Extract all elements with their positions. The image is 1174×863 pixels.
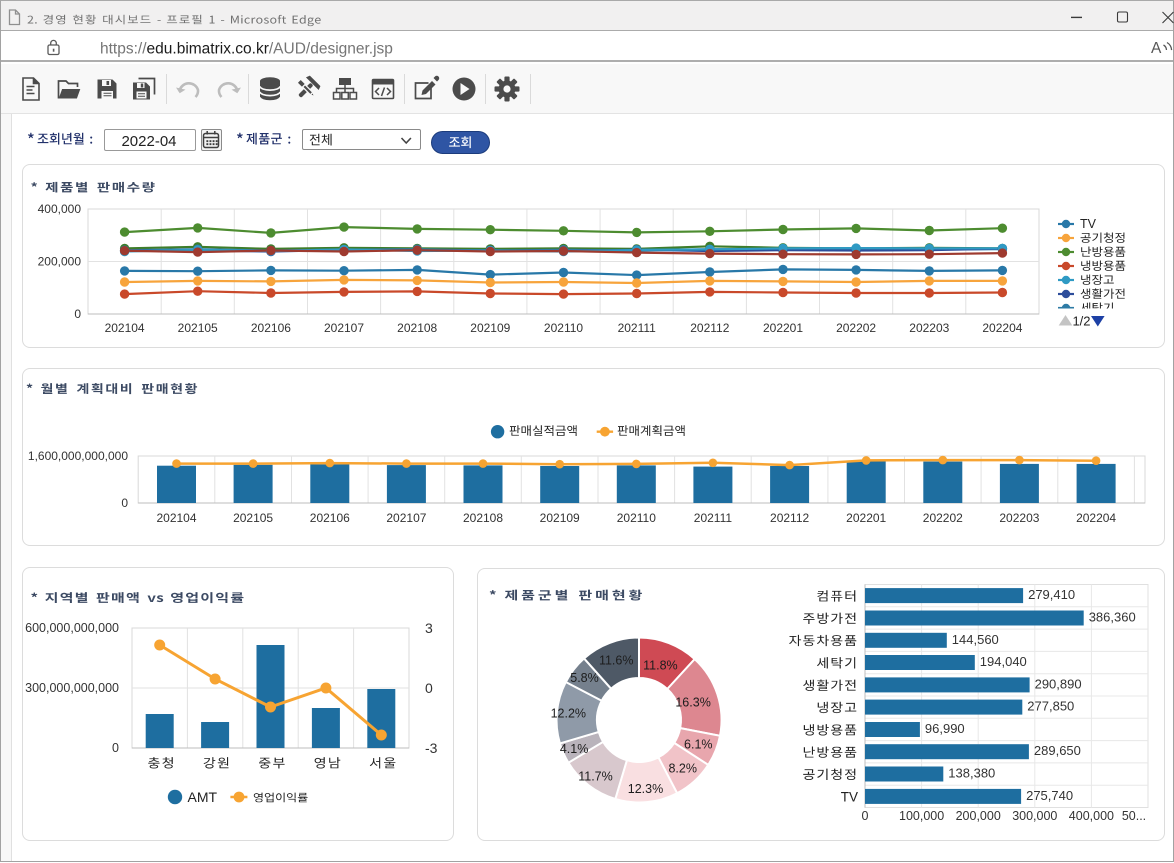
- svg-text:202202: 202202: [836, 321, 876, 335]
- svg-text:202112: 202112: [770, 511, 809, 525]
- svg-text:202110: 202110: [617, 511, 656, 525]
- svg-text:1,600,000,000,000: 1,600,000,000,000: [28, 449, 128, 463]
- svg-text:202110: 202110: [544, 321, 583, 335]
- svg-text:5.8%: 5.8%: [570, 671, 599, 685]
- svg-text:202109: 202109: [540, 511, 580, 525]
- svg-text:4.1%: 4.1%: [560, 742, 589, 756]
- svg-text:100,000: 100,000: [899, 809, 944, 823]
- svg-text:0: 0: [862, 809, 869, 823]
- svg-text:300,000,000,000: 300,000,000,000: [25, 681, 119, 695]
- svg-text:202107: 202107: [324, 321, 364, 335]
- svg-text:202111: 202111: [618, 321, 657, 335]
- svg-text:386,360: 386,360: [1089, 610, 1136, 625]
- svg-text:8.2%: 8.2%: [668, 762, 697, 776]
- svg-text:2022-04: 2022-04: [121, 133, 176, 150]
- svg-text:TV: TV: [1080, 217, 1097, 231]
- svg-text:TV: TV: [841, 789, 858, 804]
- svg-text:202202: 202202: [923, 511, 963, 525]
- svg-text:0: 0: [74, 307, 81, 321]
- svg-text:400,000: 400,000: [1069, 809, 1114, 823]
- svg-text:202112: 202112: [690, 321, 729, 335]
- svg-text:https://edu.bimatrix.co.kr/AUD: https://edu.bimatrix.co.kr/AUD/designer.…: [100, 41, 393, 58]
- svg-text:202111: 202111: [694, 511, 733, 525]
- svg-text:0: 0: [425, 680, 433, 696]
- svg-text:11.7%: 11.7%: [578, 770, 613, 784]
- svg-text:202203: 202203: [999, 511, 1039, 525]
- svg-text:-3: -3: [425, 740, 438, 756]
- svg-text:0: 0: [121, 496, 128, 510]
- svg-text:400,000: 400,000: [38, 202, 82, 216]
- svg-text:11.6%: 11.6%: [599, 654, 634, 668]
- svg-text:AMT: AMT: [188, 789, 218, 805]
- svg-text:275,740: 275,740: [1026, 788, 1073, 803]
- svg-text:144,560: 144,560: [952, 632, 999, 647]
- svg-text:202203: 202203: [909, 321, 949, 335]
- svg-text:200,000: 200,000: [38, 255, 82, 269]
- svg-text:202104: 202104: [105, 321, 145, 335]
- svg-text:202104: 202104: [156, 511, 196, 525]
- svg-text:202204: 202204: [1076, 511, 1116, 525]
- svg-text:3: 3: [425, 620, 433, 636]
- svg-text:600,000,000,000: 600,000,000,000: [25, 621, 119, 635]
- svg-text:138,380: 138,380: [948, 766, 995, 781]
- svg-text:202108: 202108: [463, 511, 503, 525]
- svg-text:202201: 202201: [846, 511, 886, 525]
- svg-text:202108: 202108: [397, 321, 437, 335]
- svg-text:202105: 202105: [178, 321, 218, 335]
- svg-text:202109: 202109: [470, 321, 510, 335]
- svg-text:A: A: [1151, 40, 1162, 57]
- svg-text:279,410: 279,410: [1028, 587, 1075, 602]
- svg-text:277,850: 277,850: [1027, 699, 1074, 714]
- svg-text:289,650: 289,650: [1034, 743, 1081, 758]
- svg-text:50...: 50...: [1122, 809, 1146, 823]
- svg-text:16.3%: 16.3%: [675, 696, 710, 710]
- svg-text:0: 0: [112, 741, 119, 755]
- svg-text:202105: 202105: [233, 511, 273, 525]
- svg-text:300,000: 300,000: [1012, 809, 1057, 823]
- svg-text:12.3%: 12.3%: [628, 782, 663, 796]
- svg-text:202106: 202106: [251, 321, 291, 335]
- svg-text:290,890: 290,890: [1035, 676, 1082, 691]
- svg-text:202201: 202201: [763, 321, 803, 335]
- svg-text:11.8%: 11.8%: [643, 659, 678, 673]
- svg-text:202107: 202107: [386, 511, 426, 525]
- svg-text:194,040: 194,040: [980, 654, 1027, 669]
- svg-text:202204: 202204: [982, 321, 1022, 335]
- svg-text:202106: 202106: [310, 511, 350, 525]
- svg-text:1/2: 1/2: [1072, 314, 1090, 329]
- svg-text:96,990: 96,990: [925, 721, 965, 736]
- svg-text:12.2%: 12.2%: [551, 707, 586, 721]
- svg-text:200,000: 200,000: [956, 809, 1001, 823]
- svg-text:6.1%: 6.1%: [684, 738, 713, 752]
